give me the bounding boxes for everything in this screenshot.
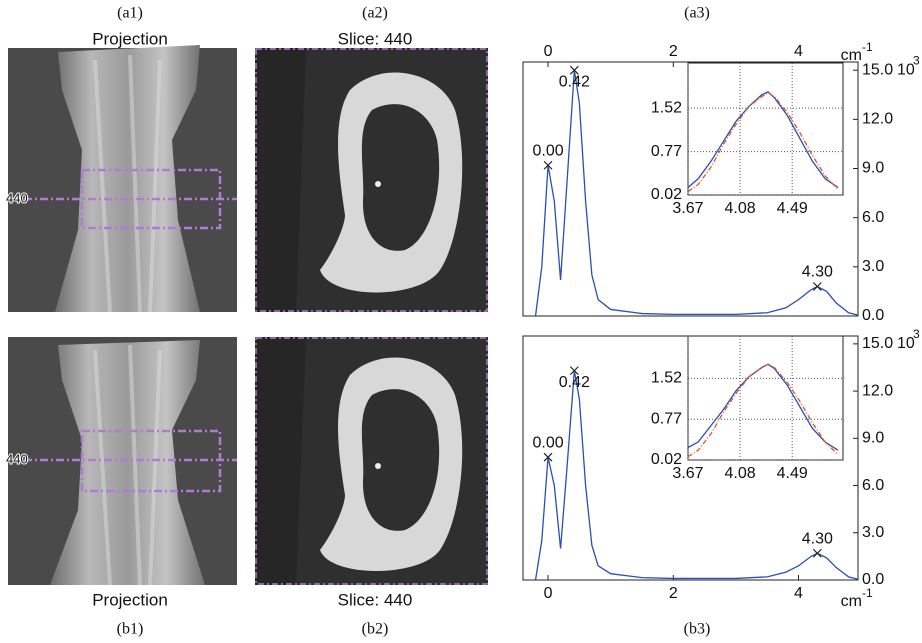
x-tick-label: 4 bbox=[794, 585, 803, 602]
projection-image bbox=[8, 337, 237, 586]
y-multiplier: 10 bbox=[897, 61, 915, 78]
y-tick-label: 3.0 bbox=[862, 524, 884, 541]
projection-image bbox=[8, 45, 237, 313]
y-tick-label: 0.0 bbox=[862, 571, 884, 588]
y-tick-label: 0.0 bbox=[862, 307, 884, 324]
inset-line bbox=[687, 363, 839, 458]
inset-y-tick-label: 0.02 bbox=[651, 451, 682, 468]
peak-marker bbox=[569, 366, 579, 376]
y-tick-label: 15.0 bbox=[862, 61, 893, 78]
y-tick-label: 9.0 bbox=[862, 160, 884, 177]
inset-x-tick-label: 4.49 bbox=[777, 200, 808, 217]
y-tick-label: 6.0 bbox=[862, 477, 884, 494]
peak-label: 0.00 bbox=[532, 434, 563, 451]
inset-y-tick-label: 1.52 bbox=[651, 99, 682, 116]
slice-image bbox=[255, 337, 488, 585]
inset-x-tick-label: 4.08 bbox=[725, 200, 756, 217]
y-tick-label: 15.0 bbox=[862, 335, 893, 352]
peak-label: 0.42 bbox=[559, 73, 590, 90]
inset-x-tick-label: 4.49 bbox=[777, 465, 808, 482]
inset-line bbox=[687, 92, 839, 193]
inset-frame bbox=[687, 335, 844, 461]
peak-label: 0.00 bbox=[532, 142, 563, 159]
inset-y-tick-label: 0.02 bbox=[651, 186, 682, 203]
peak-marker bbox=[569, 65, 579, 75]
panel-label: (a2) bbox=[362, 5, 388, 22]
x-tick-label: 4 bbox=[794, 43, 803, 60]
row-marker: 440 bbox=[6, 451, 28, 466]
x-tick-label: 2 bbox=[669, 585, 678, 602]
x-tick-label: 0 bbox=[544, 43, 553, 60]
x-tick-label: 0 bbox=[544, 585, 553, 602]
y-tick-label: 3.0 bbox=[862, 258, 884, 275]
inset-frame bbox=[687, 62, 844, 196]
y-tick-label: 9.0 bbox=[862, 430, 884, 447]
panel-title: Projection bbox=[92, 590, 168, 609]
y-multiplier-exponent: 3 bbox=[913, 53, 920, 67]
inset-y-tick-label: 0.77 bbox=[651, 410, 682, 427]
x-tick-label: 2 bbox=[669, 43, 678, 60]
inset-x-tick-label: 3.67 bbox=[672, 200, 703, 217]
x-unit: cm bbox=[841, 47, 862, 64]
row-marker: 440 bbox=[6, 190, 28, 205]
peak-label: 4.30 bbox=[802, 264, 833, 281]
slice-image bbox=[255, 48, 488, 312]
inset-x-tick-label: 3.67 bbox=[672, 465, 703, 482]
y-multiplier: 10 bbox=[897, 335, 915, 352]
y-tick-label: 12.0 bbox=[862, 382, 893, 399]
panel-title: Slice: 440 bbox=[338, 590, 413, 609]
y-tick-label: 12.0 bbox=[862, 111, 893, 128]
panel-label: (b1) bbox=[117, 621, 144, 638]
inset-x-tick-label: 4.08 bbox=[725, 465, 756, 482]
x-unit-exponent: -1 bbox=[862, 40, 873, 54]
peak-label: 4.30 bbox=[802, 530, 833, 547]
inset-y-tick-label: 1.52 bbox=[651, 370, 682, 387]
inset-line bbox=[687, 91, 839, 189]
x-unit-exponent: -1 bbox=[862, 586, 873, 600]
y-tick-label: 6.0 bbox=[862, 209, 884, 226]
peak-marker bbox=[812, 548, 822, 558]
y-multiplier-exponent: 3 bbox=[913, 327, 920, 341]
panel-label: (b3) bbox=[684, 621, 711, 638]
panel-label: (a1) bbox=[117, 5, 143, 22]
panel-title: Projection bbox=[92, 29, 168, 48]
x-unit: cm bbox=[841, 593, 862, 610]
peak-marker bbox=[543, 452, 553, 462]
panel-title: Slice: 440 bbox=[338, 29, 413, 48]
peak-label: 0.42 bbox=[559, 374, 590, 391]
peak-marker bbox=[812, 282, 822, 291]
peak-marker bbox=[543, 160, 553, 170]
panel-label: (a3) bbox=[684, 5, 710, 22]
panel-label: (b2) bbox=[362, 621, 389, 638]
inset-y-tick-label: 0.77 bbox=[651, 143, 682, 160]
